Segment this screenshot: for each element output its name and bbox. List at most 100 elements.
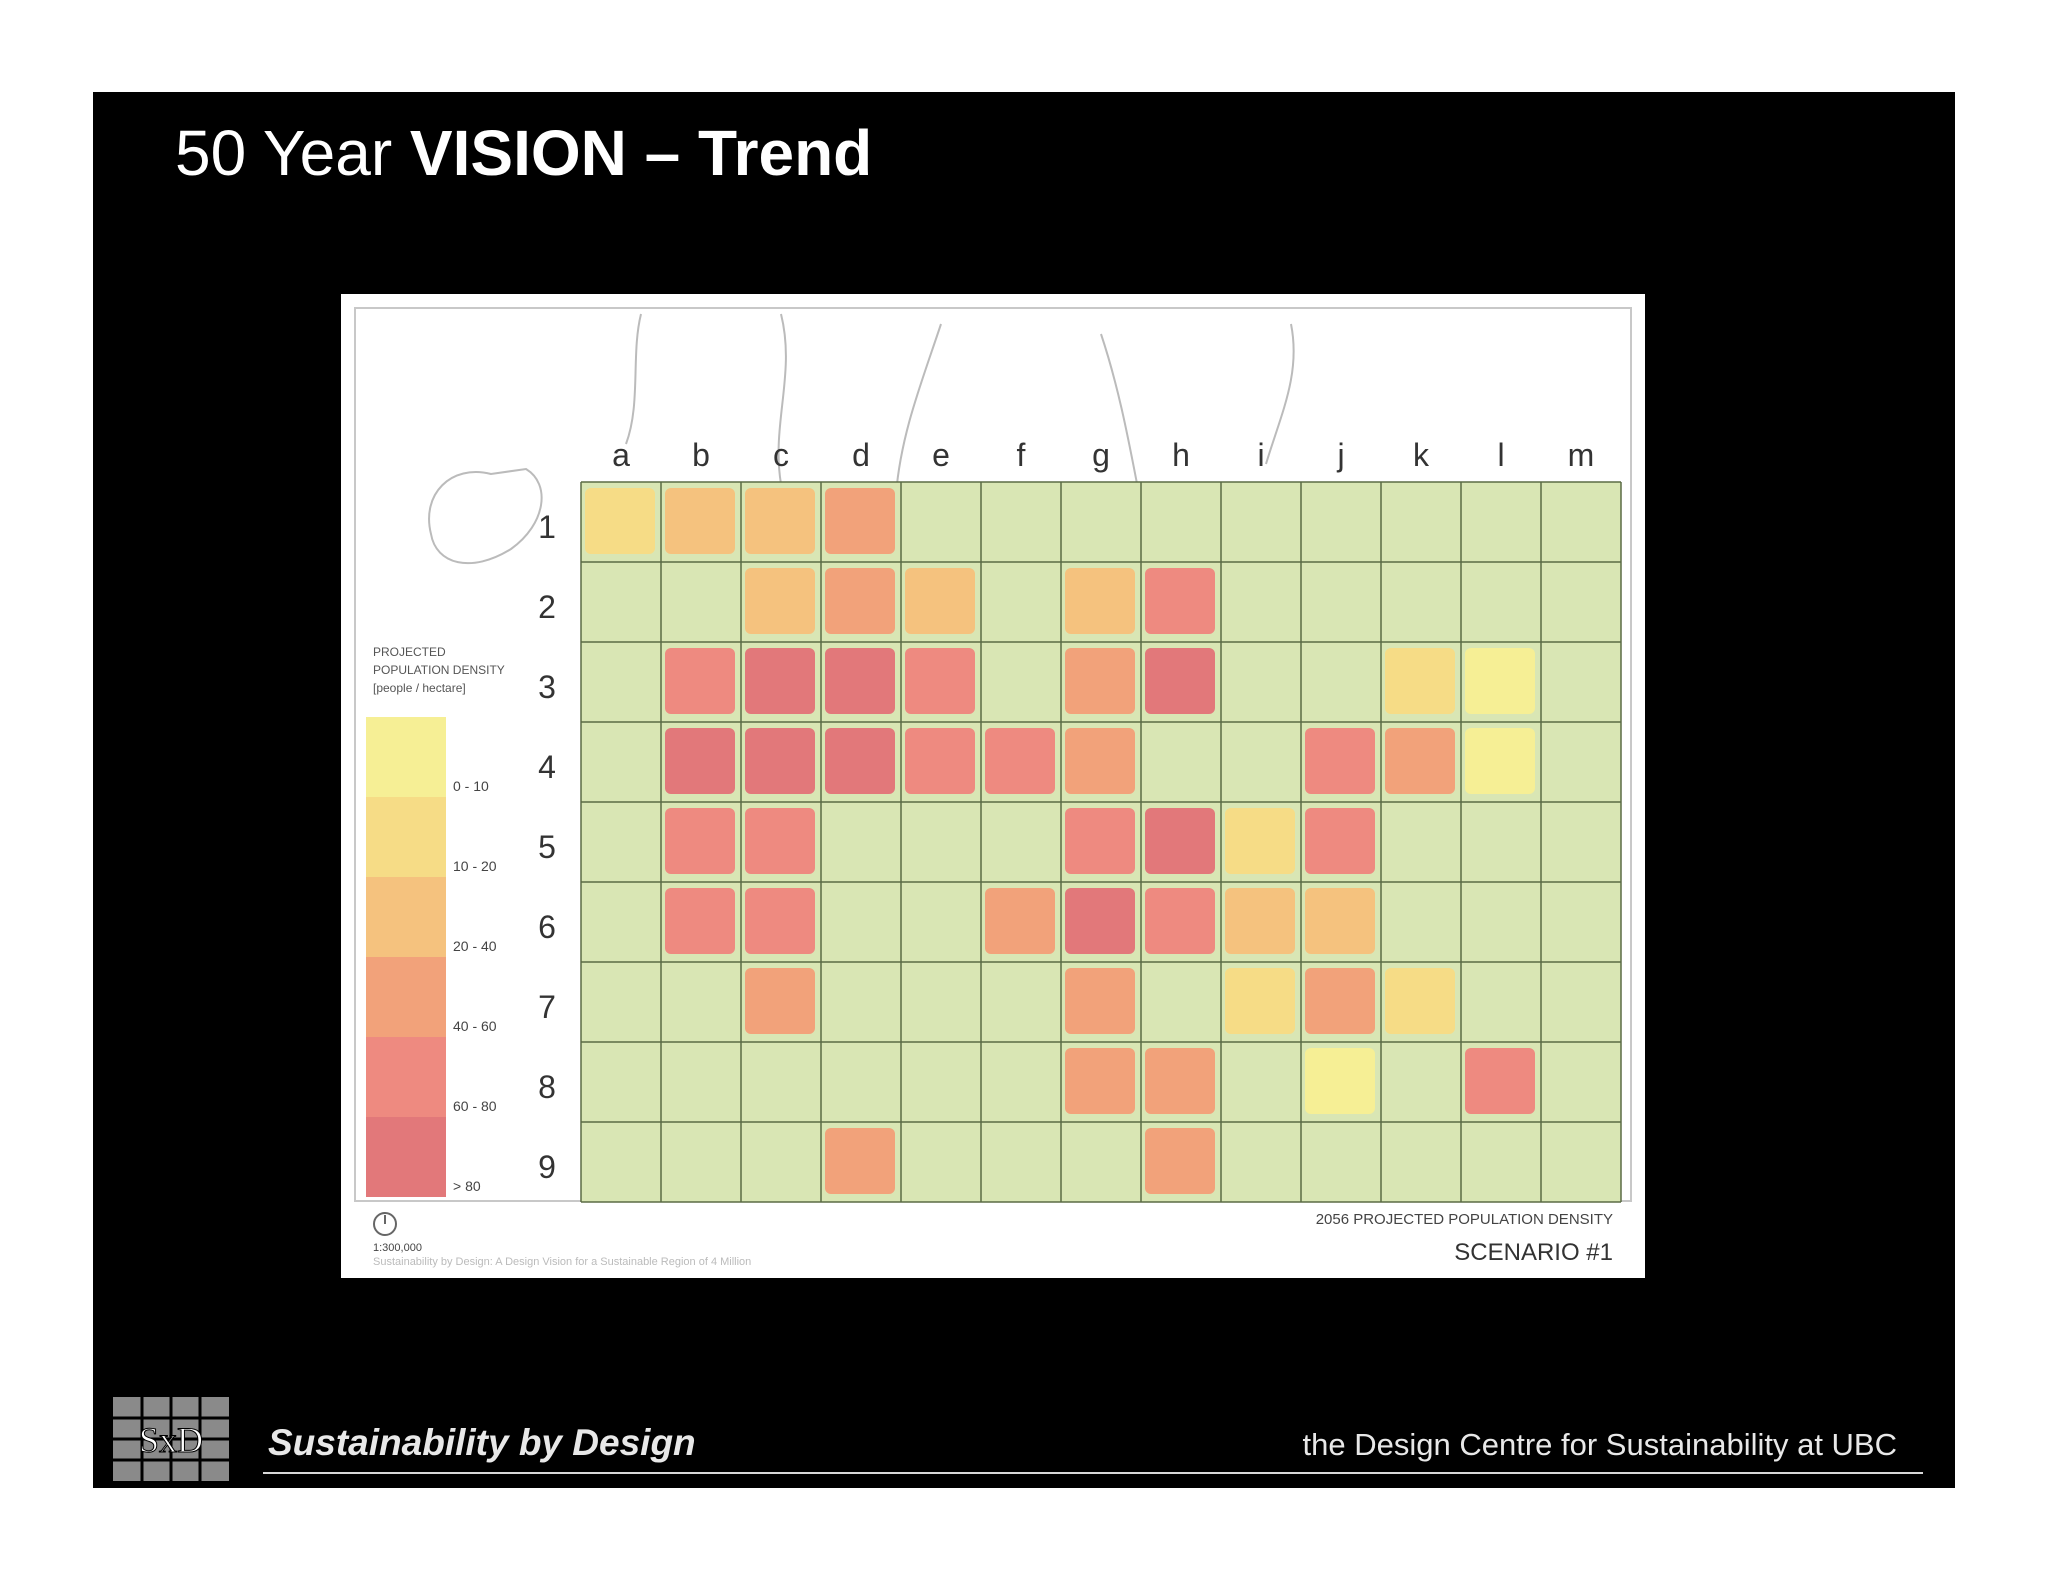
map-grid — [580, 481, 1622, 1203]
river-outlines — [625, 313, 1295, 505]
row-label-3: 3 — [538, 669, 556, 705]
density-cell-d1 — [825, 488, 895, 554]
column-label-h: h — [1172, 437, 1190, 473]
density-cell-b4 — [665, 728, 735, 794]
row-label-5: 5 — [538, 829, 556, 865]
row-label-7: 7 — [538, 989, 556, 1025]
density-cell-j7 — [1305, 968, 1375, 1034]
island-outline — [428, 467, 543, 565]
legend-swatch — [366, 797, 446, 877]
density-cell-h2 — [1145, 568, 1215, 634]
legend-swatch — [366, 957, 446, 1037]
density-cell-g3 — [1065, 648, 1135, 714]
density-cell-h6 — [1145, 888, 1215, 954]
density-cell-c1 — [745, 488, 815, 554]
density-cells — [581, 482, 1621, 1202]
column-label-j: j — [1336, 437, 1344, 473]
column-label-a: a — [612, 437, 630, 473]
slide-title: 50 Year VISION – Trend — [175, 116, 872, 190]
legend-swatches: 0 - 10 10 - 20 20 - 40 40 - 60 60 - 80 > 80 — [366, 717, 497, 1197]
column-labels: a b c d e f g h i j k l m — [612, 437, 1594, 473]
legend-label: 60 - 80 — [453, 1098, 497, 1114]
density-cell-d2 — [825, 568, 895, 634]
map-canvas: a b c d e f g h i j k l m 1 2 3 4 5 6 7 8 9 PROJECTED POPULA… — [354, 307, 1632, 1268]
row-label-1: 1 — [538, 509, 556, 545]
density-cell-c7 — [745, 968, 815, 1034]
density-cell-c3 — [745, 648, 815, 714]
density-cell-i5 — [1225, 808, 1295, 874]
density-cell-b1 — [665, 488, 735, 554]
column-label-m: m — [1568, 437, 1595, 473]
legend-label: 0 - 10 — [453, 778, 489, 794]
footer-divider — [263, 1472, 1923, 1474]
density-cell-j6 — [1305, 888, 1375, 954]
density-map: a b c d e f g h i j k l m 1 2 3 4 5 6 7 8 9 PROJECTED POPULA… — [341, 294, 1645, 1278]
density-cell-b5 — [665, 808, 735, 874]
density-cell-g4 — [1065, 728, 1135, 794]
sxd-logo: SxD — [113, 1397, 229, 1481]
row-label-9: 9 — [538, 1149, 556, 1185]
density-cell-d4 — [825, 728, 895, 794]
legend-swatch — [366, 717, 446, 797]
row-label-8: 8 — [538, 1069, 556, 1105]
density-cell-c4 — [745, 728, 815, 794]
title-bold: VISION – Trend — [409, 117, 873, 189]
density-cell-b6 — [665, 888, 735, 954]
map-scale: 1:300,000 — [373, 1242, 422, 1254]
legend-swatch — [366, 877, 446, 957]
legend-title-line: [people / hectare] — [373, 681, 466, 695]
row-label-6: 6 — [538, 909, 556, 945]
legend-label: > 80 — [453, 1178, 481, 1194]
scenario-label: SCENARIO #1 — [1454, 1239, 1613, 1266]
row-label-2: 2 — [538, 589, 556, 625]
density-cell-a1 — [585, 488, 655, 554]
density-cell-l3 — [1465, 648, 1535, 714]
legend-label: 20 - 40 — [453, 938, 497, 954]
density-cell-j8 — [1305, 1048, 1375, 1114]
density-cell-g2 — [1065, 568, 1135, 634]
density-cell-f6 — [985, 888, 1055, 954]
density-cell-h8 — [1145, 1048, 1215, 1114]
slide: 50 Year VISION – Trend a b c d e f g h i j k l m 1 2 3… — [93, 92, 1955, 1488]
row-label-4: 4 — [538, 749, 556, 785]
density-cell-i7 — [1225, 968, 1295, 1034]
density-cell-d3 — [825, 648, 895, 714]
column-label-f: f — [1017, 437, 1026, 473]
density-cell-e2 — [905, 568, 975, 634]
density-cell-l8 — [1465, 1048, 1535, 1114]
legend: PROJECTED POPULATION DENSITY [people / h… — [366, 645, 505, 1197]
legend-title-line: PROJECTED — [373, 645, 446, 659]
density-cell-k7 — [1385, 968, 1455, 1034]
column-label-d: d — [852, 437, 870, 473]
density-cell-k3 — [1385, 648, 1455, 714]
density-cell-c5 — [745, 808, 815, 874]
density-cell-h3 — [1145, 648, 1215, 714]
column-label-g: g — [1092, 437, 1110, 473]
column-label-l: l — [1497, 437, 1504, 473]
density-cell-h9 — [1145, 1128, 1215, 1194]
density-cell-g6 — [1065, 888, 1135, 954]
map-credit: Sustainability by Design: A Design Visio… — [373, 1256, 751, 1268]
column-label-b: b — [692, 437, 710, 473]
density-cell-g7 — [1065, 968, 1135, 1034]
footer-brand: Sustainability by Design — [268, 1422, 696, 1463]
column-label-c: c — [773, 437, 789, 473]
density-cell-c2 — [745, 568, 815, 634]
legend-title-line: POPULATION DENSITY — [373, 663, 505, 677]
legend-swatch — [366, 1037, 446, 1117]
column-label-k: k — [1413, 437, 1430, 473]
density-cell-i6 — [1225, 888, 1295, 954]
density-cell-f4 — [985, 728, 1055, 794]
density-cell-j5 — [1305, 808, 1375, 874]
density-cell-c6 — [745, 888, 815, 954]
legend-swatch — [366, 1117, 446, 1197]
density-cell-g8 — [1065, 1048, 1135, 1114]
legend-label: 40 - 60 — [453, 1018, 497, 1034]
density-cell-g5 — [1065, 808, 1135, 874]
density-cell-l4 — [1465, 728, 1535, 794]
density-cell-k4 — [1385, 728, 1455, 794]
north-arrow-icon — [373, 1212, 397, 1236]
density-cell-h5 — [1145, 808, 1215, 874]
density-cell-e3 — [905, 648, 975, 714]
column-label-e: e — [932, 437, 950, 473]
